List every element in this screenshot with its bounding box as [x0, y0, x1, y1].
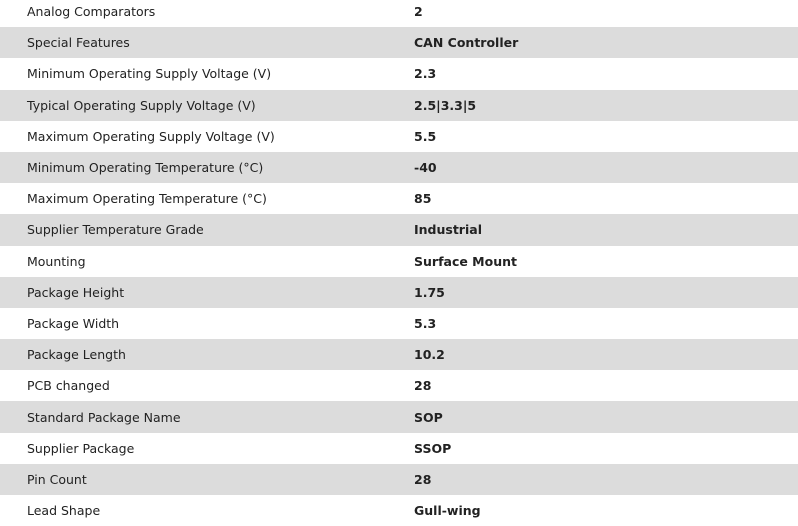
table-row: Typical Operating Supply Voltage (V) 2.5|… — [0, 89, 798, 121]
table-row: Supplier Package SSOP — [0, 433, 798, 464]
spec-label: Analog Comparators — [27, 4, 156, 20]
spec-value: 2 — [414, 4, 423, 20]
spec-value: Surface Mount — [414, 253, 517, 269]
spec-value: Industrial — [414, 222, 482, 238]
spec-value: SSOP — [414, 440, 452, 456]
spec-label: PCB changed — [27, 378, 110, 394]
spec-label: Package Height — [27, 284, 125, 300]
spec-value: 10.2 — [414, 347, 445, 363]
spec-label: Supplier Package — [27, 440, 135, 456]
spec-value: 5.5 — [414, 128, 437, 144]
spec-value: SOP — [414, 409, 443, 425]
table-row: Minimum Operating Temperature (°C) -40 — [0, 151, 798, 184]
table-row: Mounting Surface Mount — [0, 246, 798, 277]
spec-value: Gull-wing — [414, 503, 481, 519]
table-row: Package Length 10.2 — [0, 339, 798, 371]
spec-label: Supplier Temperature Grade — [27, 222, 204, 238]
spec-label: Special Features — [27, 35, 130, 51]
spec-value: 2.3 — [414, 66, 437, 82]
spec-label: Minimum Operating Supply Voltage (V) — [27, 66, 272, 82]
spec-value: 85 — [414, 191, 432, 207]
table-row: Maximum Operating Temperature (°C) 85 — [0, 183, 798, 214]
spec-value: 5.3 — [414, 315, 437, 331]
table-row: Pin Count 28 — [0, 463, 798, 495]
table-row: Special Features CAN Controller — [0, 27, 798, 59]
spec-value: 2.5|3.3|5 — [414, 97, 477, 113]
table-row: Maximum Operating Supply Voltage (V) 5.5 — [0, 121, 798, 152]
spec-label: Pin Count — [27, 471, 87, 487]
spec-label: Standard Package Name — [27, 409, 181, 425]
spec-value: -40 — [414, 160, 437, 176]
spec-value: CAN Controller — [414, 35, 519, 51]
spec-value: 28 — [414, 378, 432, 394]
spec-label: Maximum Operating Temperature (°C) — [27, 191, 267, 207]
spec-value: 28 — [414, 471, 432, 487]
table-row: Lead Shape Gull-wing — [0, 495, 798, 526]
spec-label: Minimum Operating Temperature (°C) — [27, 160, 264, 176]
spec-label: Maximum Operating Supply Voltage (V) — [27, 128, 275, 144]
table-row: Standard Package Name SOP — [0, 401, 798, 433]
table-row: Package Width 5.3 — [0, 308, 798, 339]
table-row: Supplier Temperature Grade Industrial — [0, 214, 798, 246]
spec-label: Package Length — [27, 347, 126, 363]
table-row: Package Height 1.75 — [0, 276, 798, 308]
table-row: PCB changed 28 — [0, 370, 798, 401]
spec-label: Typical Operating Supply Voltage (V) — [27, 97, 256, 113]
table-row: Minimum Operating Supply Voltage (V) 2.3 — [0, 58, 798, 89]
spec-value: 1.75 — [414, 284, 445, 300]
spec-label: Mounting — [27, 253, 86, 269]
table-row: Analog Comparators 2 — [0, 0, 798, 27]
spec-label: Package Width — [27, 315, 120, 331]
spec-label: Lead Shape — [27, 503, 101, 519]
